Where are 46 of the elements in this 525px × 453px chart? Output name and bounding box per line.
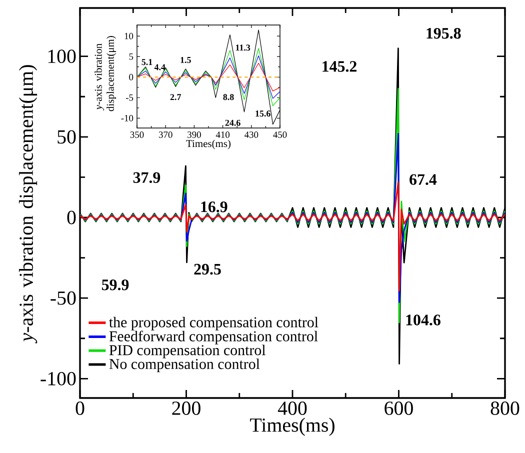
y-tick-label: 100 (48, 50, 76, 64)
x-tick-label: 410 (216, 132, 230, 138)
annotation: 5.1 (142, 59, 152, 66)
annotation: 11.3 (236, 44, 250, 51)
annotation: 67.4 (410, 174, 437, 185)
y-tick-label: 0 (129, 74, 134, 80)
x-axis-title: Times(ms) (250, 418, 334, 436)
y-tick-label: -10 (121, 114, 134, 122)
x-tick-label: 0 (76, 402, 84, 415)
annotation: 145.2 (322, 61, 356, 72)
x-axis-title: Times(ms) (186, 140, 231, 150)
y-tick-label: 50 (58, 130, 76, 144)
y-tick-label: 10 (124, 32, 134, 40)
annotation: 15.6 (256, 110, 270, 117)
annotation: 8.8 (223, 94, 234, 100)
y-tick-label: 5 (129, 53, 134, 60)
annotation: 37.9 (133, 172, 160, 184)
annotation: 16.9 (201, 202, 228, 212)
x-tick-label: 200 (172, 402, 200, 415)
annotation: 2.7 (170, 94, 181, 100)
annotation: 29.5 (194, 264, 221, 275)
annotation: 1.5 (180, 56, 191, 64)
y-axis-title: y-axis vibration displacement(μm) (18, 65, 38, 344)
y-tick-label: -100 (40, 372, 76, 386)
legend-label: the proposed compensation control (109, 316, 318, 330)
x-tick-label: 390 (188, 132, 201, 138)
x-tick-label: 600 (384, 402, 413, 415)
annotation: 59.9 (102, 280, 129, 290)
y-tick-label: -5 (126, 94, 134, 101)
legend-label: PID compensation control (109, 344, 266, 358)
annotation: 104.6 (406, 314, 440, 326)
line-series (137, 55, 280, 99)
x-tick-label: 400 (278, 402, 307, 415)
y-tick-label: 0 (67, 210, 76, 224)
x-tick-label: 350 (130, 132, 144, 138)
legend-label: No compensation control (109, 358, 260, 372)
x-tick-label: 370 (158, 132, 172, 138)
annotation: 4.4 (154, 64, 166, 70)
x-tick-label: 430 (244, 132, 258, 138)
annotation: 24.6 (225, 120, 240, 126)
annotation: 195.8 (426, 28, 461, 39)
legend-label: Feedforward compensation control (109, 330, 318, 344)
line-series (80, 133, 505, 303)
x-tick-label: 450 (273, 132, 287, 138)
y-tick-label: -50 (50, 291, 76, 305)
x-tick-label: 800 (490, 402, 520, 415)
